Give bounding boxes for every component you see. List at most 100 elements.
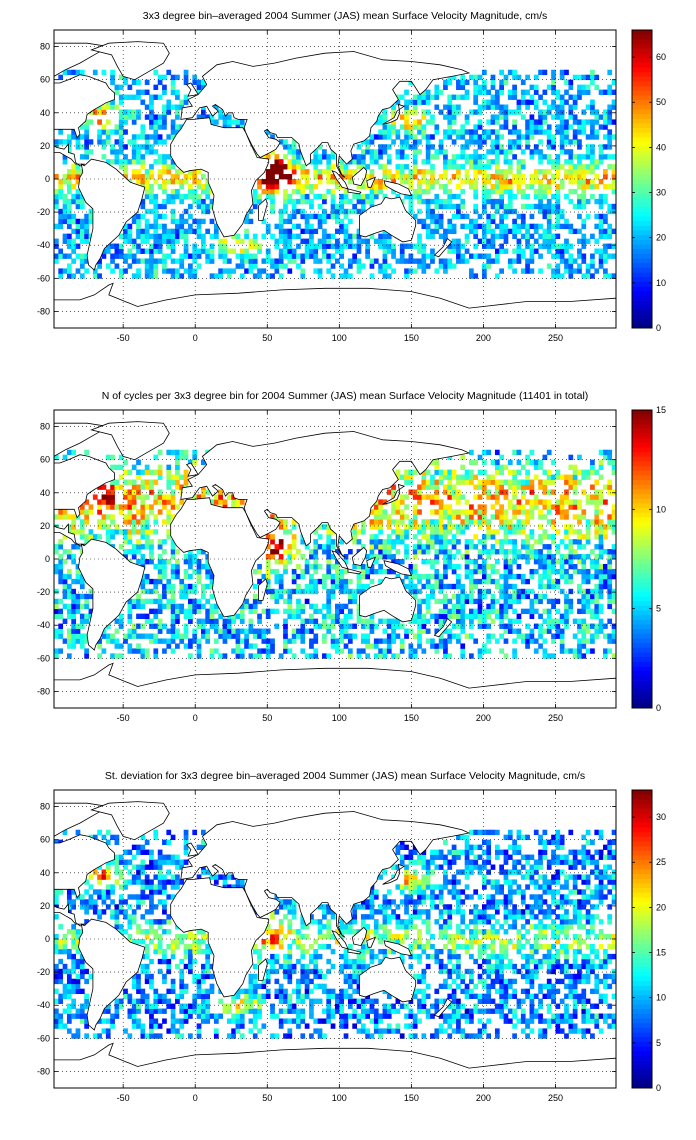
heatmap-cell [456,613,461,619]
heatmap-cell [529,174,535,180]
heatmap-cell [551,554,556,560]
heatmap-cell [274,623,280,629]
heatmap-cell [382,233,388,239]
heatmap-cell [430,559,435,565]
heatmap-cell [365,248,370,254]
heatmap-cell [451,114,457,120]
heatmap-cell [58,179,64,185]
heatmap-cell [555,583,561,590]
heatmap-cell [611,208,616,215]
heatmap-cell [79,198,85,205]
heatmap-cell [71,248,77,254]
heatmap-cell [564,159,569,165]
heatmap-cell [356,268,362,274]
heatmap-cell [127,263,133,269]
heatmap-cell [278,213,284,220]
heatmap-cell [451,494,457,500]
heatmap-cell [179,253,185,259]
heatmap-cell [412,633,418,639]
heatmap-cell [110,159,115,165]
heatmap-cell [503,79,509,86]
heatmap-cell [520,578,526,585]
heatmap-cell [490,139,496,145]
heatmap-cell [538,243,543,249]
heatmap-cell [417,119,422,125]
heatmap-cell [205,633,211,639]
heatmap-cell [360,159,366,165]
heatmap-cell [382,509,388,515]
heatmap-cell [239,603,245,610]
heatmap-cell [140,588,146,595]
heatmap-cell [162,159,167,165]
heatmap-cell [296,549,301,555]
heatmap-cell [581,554,587,560]
heatmap-cell [54,563,59,570]
heatmap-cell [291,144,297,150]
heatmap-cell [443,129,448,135]
colorbar-tick-label: 15 [656,405,666,415]
heatmap-cell [464,613,470,619]
heatmap-cell [144,179,150,185]
heatmap-cell [417,489,422,495]
heatmap-cell [555,159,561,165]
heatmap-cell [257,598,262,605]
heatmap-cell [434,154,440,160]
heatmap-cell [555,578,561,585]
heatmap-cell [555,218,561,225]
heatmap-cell [456,529,461,535]
heatmap-cell [564,559,569,565]
heatmap-cell [412,104,418,110]
heatmap-cell [585,263,591,269]
heatmap-cell [490,218,496,225]
heatmap-cell [326,268,332,274]
heatmap-cell [170,243,176,249]
heatmap-cell [192,248,198,254]
heatmap-cell [451,613,457,619]
heatmap-cell [192,633,198,639]
heatmap-cell [607,459,613,466]
heatmap-cell [516,613,522,619]
heatmap-cell [84,509,89,515]
heatmap-cell [525,203,530,210]
heatmap-cell [144,573,150,580]
heatmap-cell [175,568,180,575]
heatmap-cell [373,514,379,520]
heatmap-cell [516,554,522,560]
heatmap-cell [226,618,232,624]
heatmap-cell [542,563,548,570]
heatmap-cell [127,643,133,649]
heatmap-cell [166,464,172,470]
heatmap-cell [481,479,487,485]
heatmap-cell [460,643,466,649]
heatmap-cell [175,484,180,490]
heatmap-cell [66,573,72,580]
heatmap-cell [317,203,323,210]
heatmap-cell [166,484,172,490]
heatmap-cell [590,253,595,259]
heatmap-cell [451,238,457,244]
heatmap-cell [559,554,565,560]
heatmap-cell [538,534,543,540]
heatmap-cell [438,174,444,180]
heatmap-cell [542,484,548,490]
heatmap-cell [123,253,128,259]
heatmap-cell [54,188,59,195]
heatmap-cell [71,578,77,585]
heatmap-cell [339,169,345,175]
heatmap-cell [265,183,271,190]
heatmap-cell [54,223,59,230]
heatmap-cell [110,99,115,105]
heatmap-cell [572,228,578,235]
heatmap-cell [456,603,461,610]
heatmap-cell [577,253,582,259]
heatmap-cell [123,228,128,235]
heatmap-cell [300,188,306,195]
heatmap-cell [585,84,591,90]
heatmap-cell [343,633,349,639]
heatmap-cell [434,213,440,220]
heatmap-cell [499,228,504,235]
heatmap-cell [555,89,561,95]
heatmap-cell [335,203,340,210]
heatmap-cell [520,164,526,170]
colorbar-segment [632,489,652,495]
